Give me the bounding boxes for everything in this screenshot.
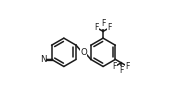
- Text: F: F: [113, 62, 117, 71]
- Text: F: F: [101, 20, 105, 28]
- Text: F: F: [119, 66, 123, 75]
- Text: F: F: [125, 62, 130, 71]
- Text: O: O: [80, 48, 87, 57]
- Text: N: N: [40, 55, 46, 64]
- Text: F: F: [107, 23, 112, 32]
- Text: F: F: [94, 23, 99, 32]
